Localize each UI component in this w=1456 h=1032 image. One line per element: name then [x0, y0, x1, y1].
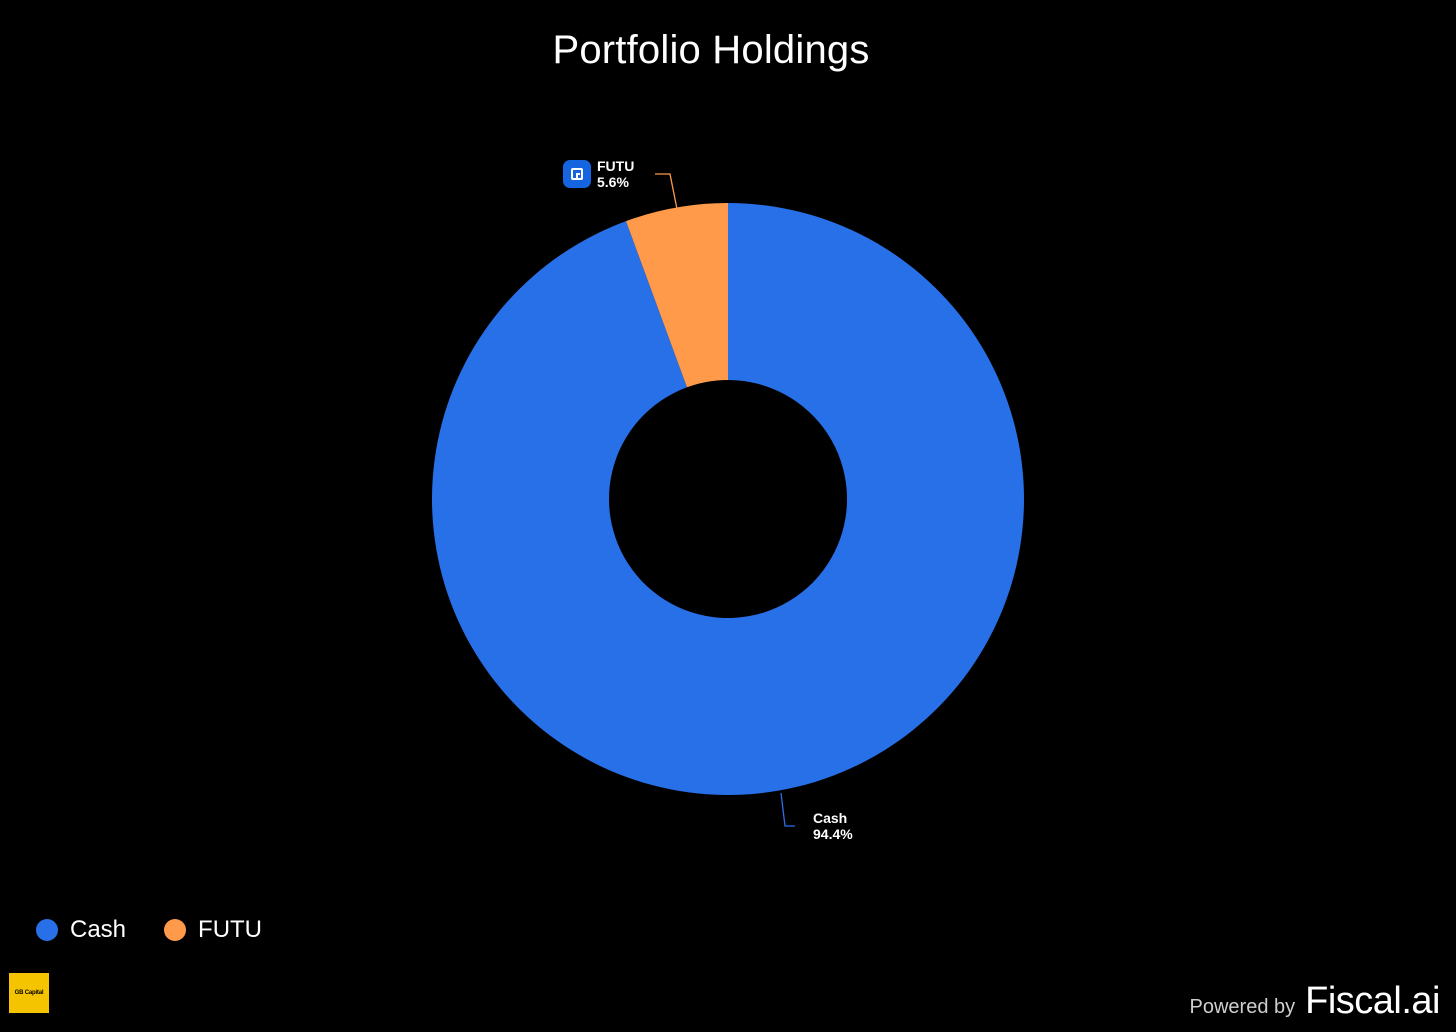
leader-line-futu [655, 173, 678, 210]
data-label-cash: Cash 94.4% [813, 810, 853, 842]
legend-swatch-cash [36, 919, 58, 941]
legend-swatch-futu [164, 919, 187, 941]
legend-item-futu[interactable]: FUTU [164, 916, 262, 944]
legend-label-cash: Cash [70, 916, 127, 943]
chart-legend: Cash FUTU [36, 916, 262, 944]
gb-capital-badge: GB Capital [9, 973, 49, 1013]
data-label-futu-name: FUTU [597, 158, 635, 174]
data-label-futu: FUTU 5.6% [597, 158, 634, 190]
slice-cash[interactable] [432, 203, 1024, 795]
gb-capital-badge-text: GB Capital [14, 990, 44, 996]
data-label-cash-name: Cash [813, 810, 848, 826]
fiscal-ai-logo: Fiscal.ai [1305, 980, 1440, 1022]
powered-by-text: Powered by [1189, 996, 1296, 1018]
data-label-cash-value: 94.4% [813, 826, 853, 842]
powered-by-fiscal[interactable]: Powered by Fiscal.ai [1190, 980, 1441, 1023]
chart-title: Portfolio Holdings [552, 28, 870, 72]
data-label-futu-value: 5.6% [597, 174, 629, 190]
legend-item-cash[interactable]: Cash [36, 916, 126, 944]
slice-futu[interactable] [625, 203, 728, 388]
leader-line-cash [780, 792, 795, 827]
futu-logo-icon [563, 160, 591, 188]
legend-label-futu: FUTU [198, 916, 263, 943]
